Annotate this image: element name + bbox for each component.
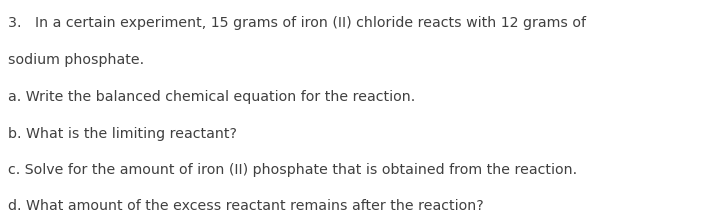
Text: a. Write the balanced chemical equation for the reaction.: a. Write the balanced chemical equation … bbox=[8, 90, 416, 104]
Text: 3.   In a certain experiment, 15 grams of iron (II) chloride reacts with 12 gram: 3. In a certain experiment, 15 grams of … bbox=[8, 16, 586, 30]
Text: b. What is the limiting reactant?: b. What is the limiting reactant? bbox=[8, 127, 237, 141]
Text: sodium phosphate.: sodium phosphate. bbox=[8, 53, 144, 67]
Text: d. What amount of the excess reactant remains after the reaction?: d. What amount of the excess reactant re… bbox=[8, 199, 484, 213]
Text: c. Solve for the amount of iron (II) phosphate that is obtained from the reactio: c. Solve for the amount of iron (II) pho… bbox=[8, 163, 578, 177]
